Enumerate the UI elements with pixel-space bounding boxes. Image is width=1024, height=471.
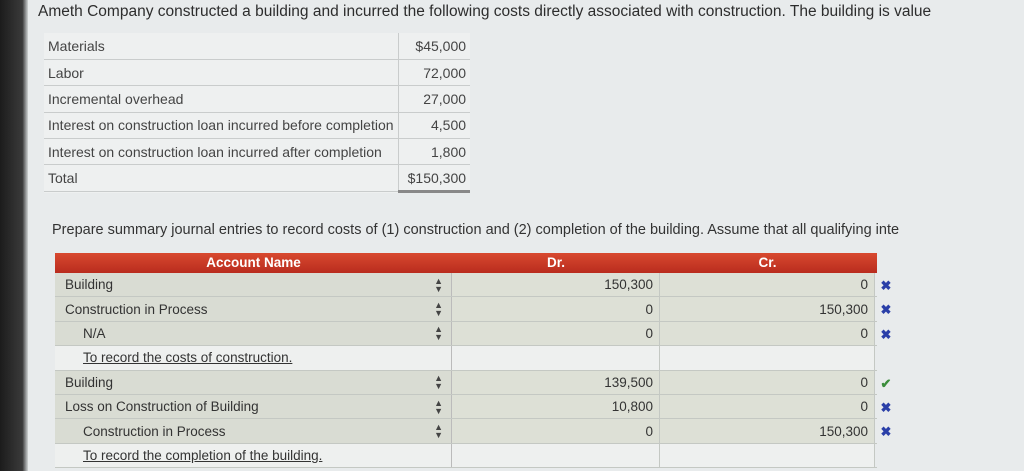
instruction-text: Prepare summary journal entries to recor… (52, 222, 900, 238)
cost-row: Interest on construction loan incurred a… (44, 138, 471, 166)
account-select[interactable]: Building ▲ ▼ (55, 273, 452, 297)
journal-row: Building ▲ ▼ 139,500 0 ✔ (55, 370, 891, 395)
cost-row: Incremental overhead 27,000 (44, 85, 471, 113)
debit-input[interactable]: 10,800 (452, 394, 660, 419)
select-arrows-icon: ▲ ▼ (434, 397, 443, 416)
cross-icon: ✖ (880, 424, 892, 440)
credit-input[interactable]: 150,300 (660, 297, 875, 321)
select-arrows-icon: ▲ ▼ (434, 275, 443, 294)
journal-row: Loss on Construction of Building ▲ ▼ 10,800… (55, 394, 891, 420)
cost-row: Interest on construction loan incurred b… (44, 112, 471, 140)
account-value: Loss on Construction of Building (65, 399, 259, 415)
account-name-header: Account Name (206, 255, 301, 270)
credit-input[interactable]: 0 (660, 370, 875, 394)
journal-row: Building ▲ ▼ 150,300 0 ✖ (55, 273, 891, 298)
debit-cell (452, 346, 660, 370)
cost-row: Materials $45,000 (44, 33, 471, 60)
select-arrows-icon: ▲ ▼ (434, 324, 443, 343)
account-select[interactable]: N/A ▲ ▼ (55, 321, 452, 346)
account-select[interactable]: Loss on Construction of Building ▲ ▼ (55, 394, 452, 419)
credit-input[interactable]: 0 (660, 394, 875, 419)
credit-input[interactable]: 0 (660, 273, 875, 297)
check-icon: ✔ (880, 375, 892, 391)
account-value: Construction in Process (83, 423, 226, 439)
select-arrows-icon: ▲ ▼ (434, 422, 443, 441)
journal-table: Account Name Dr. Cr. Building ▲ ▼ 150,300 0 ✖… (55, 253, 891, 469)
select-arrows-icon: ▲ ▼ (434, 373, 443, 392)
journal-row: Construction in Process ▲ ▼ 0 150,300 ✖ (55, 419, 891, 444)
memo-row: To record the costs of construction. (55, 346, 877, 371)
journal-row: N/A ▲ ▼ 0 0 ✖ (55, 321, 891, 347)
account-select[interactable]: Building ▲ ▼ (55, 370, 452, 394)
account-value: N/A (83, 325, 106, 341)
credit-input[interactable]: 0 (660, 321, 875, 346)
account-value: Building (65, 277, 114, 293)
debit-input[interactable]: 0 (452, 419, 660, 443)
cost-table: Materials $45,000 Labor 72,000 Incremental… (44, 33, 471, 193)
debit-input[interactable]: 150,300 (452, 273, 660, 297)
memo-cell: To record the completion of the building… (55, 443, 452, 468)
cross-icon: ✖ (880, 399, 892, 415)
debit-input[interactable]: 139,500 (452, 370, 660, 394)
screen-bezel (0, 0, 28, 471)
memo-row: To record the completion of the building… (55, 443, 877, 469)
cost-total-row: Total $150,300 (44, 164, 471, 193)
debit-cell (452, 443, 660, 468)
memo-cell: To record the costs of construction. (55, 346, 452, 370)
cross-icon: ✖ (880, 302, 892, 318)
memo-text[interactable]: To record the completion of the building… (83, 447, 323, 463)
account-select[interactable]: Construction in Process ▲ ▼ (55, 419, 452, 443)
credit-input[interactable]: 150,300 (660, 419, 875, 443)
journal-row: Construction in Process ▲ ▼ 0 150,300 ✖ (55, 297, 891, 322)
account-value: Building (65, 374, 114, 390)
credit-cell (660, 443, 875, 468)
debit-header: Dr. (546, 255, 565, 270)
question-text: Ameth Company constructed a building and… (38, 3, 932, 20)
select-arrows-icon: ▲ ▼ (434, 300, 443, 319)
account-value: Construction in Process (65, 301, 208, 317)
memo-text[interactable]: To record the costs of construction. (83, 350, 293, 366)
account-select[interactable]: Construction in Process ▲ ▼ (55, 297, 452, 321)
cross-icon: ✖ (880, 326, 892, 342)
cross-icon: ✖ (880, 278, 892, 293)
debit-input[interactable]: 0 (452, 297, 660, 321)
cost-row: Labor 72,000 (44, 59, 471, 87)
credit-header: Cr. (758, 255, 777, 270)
debit-input[interactable]: 0 (452, 321, 660, 346)
credit-cell (660, 346, 875, 370)
journal-header: Account Name Dr. Cr. (55, 253, 877, 273)
